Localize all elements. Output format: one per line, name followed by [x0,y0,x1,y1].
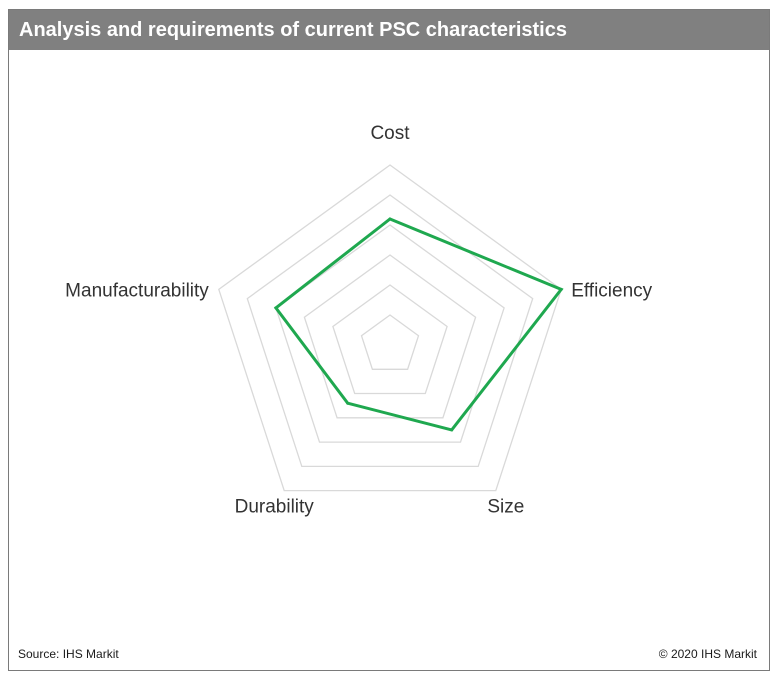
radar-grid-ring [246,194,534,468]
copyright-note: © 2020 IHS Markit [658,647,757,661]
radar-point-manufacturability [274,306,278,310]
axis-label-durability: Durability [235,497,315,518]
radar-axis-labels: Cost Efficiency Size Durability Manufacturab… [65,123,652,518]
radar-grid [218,164,562,492]
chart-title: Analysis and requirements of current PSC… [9,10,769,50]
radar-chart: Cost Efficiency Size Durability Manufacturab… [65,123,652,518]
radar-grid-ring [332,284,448,395]
axis-label-efficiency: Efficiency [571,280,652,301]
radar-series-line [273,217,564,432]
radar-point-efficiency [559,287,563,291]
radar-point-size [450,428,454,432]
radar-series-layer [273,217,564,432]
source-note: Source: IHS Markit [18,647,119,661]
radar-grid-ring [360,314,420,370]
radar-grid-ring [303,254,477,419]
axis-label-cost: Cost [370,123,410,144]
radar-grid-ring [218,164,562,492]
radar-point-cost [388,217,392,221]
radar-point-durability [346,401,350,405]
axis-label-size: Size [487,497,524,518]
axis-label-manufacturability: Manufacturability [65,280,209,301]
chart-frame: Analysis and requirements of current PSC… [8,9,770,671]
